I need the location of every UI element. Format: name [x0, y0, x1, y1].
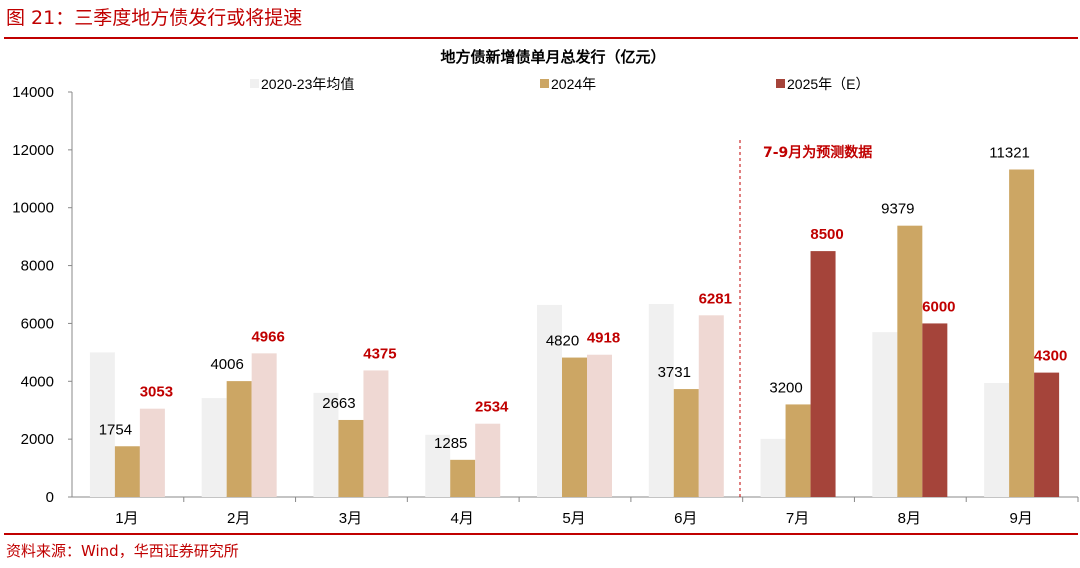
y-tick-label: 2000 [21, 431, 54, 448]
data-label: 11321 [989, 144, 1030, 161]
x-tick-label: 3月 [339, 510, 362, 527]
data-label: 3053 [140, 384, 173, 401]
data-label: 2534 [475, 399, 509, 416]
bar-2025 [139, 408, 165, 497]
bar-2025 [363, 370, 389, 497]
data-label: 3731 [658, 364, 691, 381]
bar-avg [984, 383, 1010, 497]
figure-title: 图 21：三季度地方债发行或将提速 [6, 7, 302, 29]
x-tick-label: 7月 [786, 510, 809, 527]
data-label: 4966 [251, 328, 284, 345]
y-tick-label: 0 [46, 489, 54, 506]
legend-label: 2020-23年均值 [261, 76, 354, 92]
y-tick-label: 6000 [21, 315, 54, 332]
bar-avg [313, 392, 339, 497]
data-label: 4918 [587, 330, 620, 347]
x-tick-label: 5月 [562, 510, 585, 527]
data-label: 1754 [99, 421, 132, 438]
bar-2025 [698, 315, 724, 497]
legend-swatch [250, 79, 259, 88]
x-tick-label: 8月 [898, 510, 921, 527]
legend-swatch [776, 79, 785, 88]
axes: 0 2000 4000 6000 8000 10000 12000 14000 1月 2月 3月 4月… [12, 84, 1079, 527]
bar-2024 [450, 459, 476, 497]
data-label: 4300 [1034, 348, 1067, 365]
y-tick-label: 12000 [12, 142, 54, 159]
bar-2025 [251, 353, 277, 497]
bar-2024 [897, 225, 923, 497]
bar-2025 [587, 354, 612, 497]
x-tick-label: 6月 [674, 510, 697, 527]
x-tick-label: 9月 [1009, 510, 1032, 527]
data-label: 1285 [434, 435, 467, 452]
bar-avg [537, 304, 562, 497]
legend-label: 2025年（E） [787, 76, 869, 92]
bar-avg [201, 398, 227, 497]
chart-title: 地方债新增债单月总发行（亿元） [440, 48, 665, 66]
bar-2024 [673, 389, 699, 497]
bar-avg [648, 304, 674, 497]
y-tick-label: 14000 [12, 84, 54, 101]
legend: 2020-23年均值 2024年 2025年（E） [250, 76, 869, 92]
y-tick-label: 10000 [12, 200, 54, 217]
data-label: 4006 [210, 356, 243, 373]
forecast-annotation: 7-9月为预测数据 [763, 144, 872, 161]
bar-2025 [810, 251, 836, 497]
bar-avg [760, 438, 786, 497]
bars: 1754 3053 4006 4966 2663 4375 1285 2534 4820 4918… [89, 144, 1067, 498]
data-label: 4820 [546, 333, 579, 350]
data-label: 4375 [363, 345, 396, 362]
bar-avg [425, 434, 451, 497]
data-label: 8500 [810, 226, 843, 243]
bar-2025 [1034, 372, 1060, 497]
data-label: 2663 [322, 395, 355, 412]
bar-2024 [562, 357, 587, 497]
legend-label: 2024年 [551, 76, 596, 92]
bar-avg [872, 332, 898, 497]
bar-2024 [338, 419, 364, 497]
y-tick-label: 8000 [21, 258, 54, 275]
x-tick-label: 4月 [451, 510, 474, 527]
bar-2025 [922, 323, 948, 497]
bar-2024 [226, 381, 252, 497]
data-label: 6000 [922, 298, 955, 315]
source-note: 资料来源：Wind，华西证券研究所 [6, 542, 239, 560]
data-label: 6281 [699, 290, 732, 307]
y-tick-label: 4000 [21, 373, 54, 390]
x-tick-label: 1月 [115, 510, 138, 527]
bar-avg [89, 352, 115, 497]
bar-2024 [1009, 169, 1035, 498]
bar-2024 [114, 446, 140, 497]
data-label: 3200 [769, 379, 802, 396]
x-tick-label: 2月 [227, 510, 250, 527]
bar-2025 [475, 423, 501, 497]
data-label: 9379 [881, 201, 914, 218]
legend-swatch [540, 79, 549, 88]
bar-2024 [785, 404, 811, 497]
